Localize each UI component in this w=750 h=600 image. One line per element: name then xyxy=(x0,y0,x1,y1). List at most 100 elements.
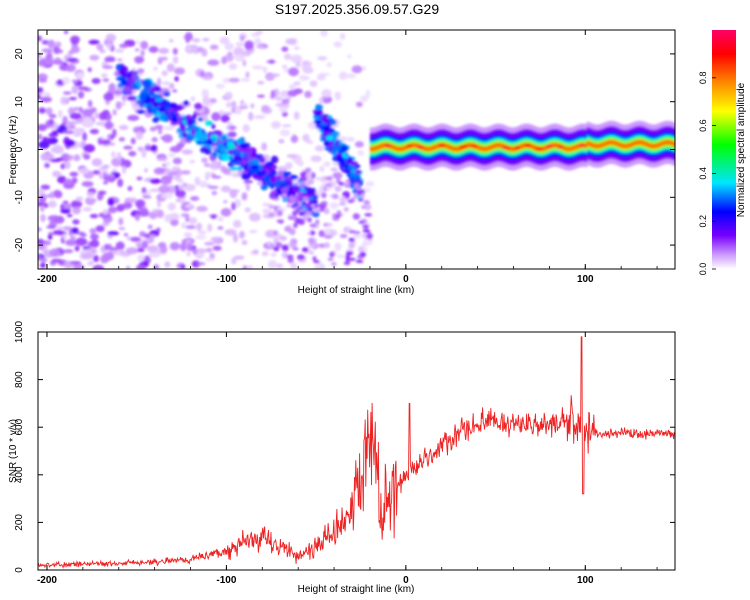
spectrogram-cell xyxy=(146,93,156,97)
spectrogram-cell xyxy=(172,47,178,55)
spectrogram-cell xyxy=(39,206,45,212)
spectrogram-cell xyxy=(284,53,292,60)
spectrogram-cell xyxy=(141,149,147,158)
spectrogram-cell xyxy=(328,127,335,133)
spectrogram-cell xyxy=(641,140,644,146)
spectrogram-cell xyxy=(38,238,45,245)
spectrogram-cell xyxy=(154,116,159,120)
spectrogram-cell xyxy=(483,146,486,152)
spectrogram-cell xyxy=(140,40,149,50)
spectrogram-cell xyxy=(183,232,192,238)
spectrogram-cell xyxy=(158,185,170,194)
spectrogram-cell xyxy=(71,85,79,95)
spectrogram-cell xyxy=(314,145,325,152)
spectrogram-cell xyxy=(38,140,50,149)
spectrogram-cell xyxy=(293,46,300,50)
spectrogram-cell xyxy=(45,57,54,66)
spectrogram-cell xyxy=(73,154,81,162)
colorbar-gradient xyxy=(712,30,736,269)
spectrogram-cell xyxy=(48,114,57,119)
spectrogram-cell xyxy=(404,145,407,151)
spectrogram-cell xyxy=(97,137,103,145)
y-tick-label: 1000 xyxy=(14,320,25,343)
spectrogram-cell xyxy=(127,95,137,101)
spectrogram-cell xyxy=(316,262,326,269)
spectrogram-cell xyxy=(293,111,300,120)
spectrogram-cell xyxy=(628,143,631,148)
spectrogram-cell xyxy=(276,263,284,269)
y-tick-label: 400 xyxy=(14,466,25,483)
spectrogram-cell xyxy=(519,144,522,150)
spectrogram-cell xyxy=(53,229,64,235)
snr-frame xyxy=(37,331,676,571)
spectrogram-cell xyxy=(219,136,224,142)
spectrogram-cell xyxy=(158,47,170,54)
spectrogram-cell xyxy=(345,179,351,186)
spectrogram-cell xyxy=(486,146,489,152)
spectrogram-heatmap xyxy=(38,30,675,269)
spectrogram-cell xyxy=(183,183,196,192)
spectrogram-cell xyxy=(75,237,88,247)
spectrogram-cell xyxy=(615,141,618,146)
spectrogram-cell xyxy=(118,137,126,142)
spectrogram-cell xyxy=(278,139,285,144)
spectrogram-cell xyxy=(350,168,356,174)
spectrogram-cell xyxy=(156,157,168,162)
spectrogram-cell xyxy=(169,213,180,220)
spectrogram-cell xyxy=(130,236,142,242)
spectrogram-cell xyxy=(282,193,287,198)
spectrogram-cell xyxy=(137,146,145,152)
spectrogram-cell xyxy=(329,229,338,237)
spectrogram-cell xyxy=(357,149,365,156)
spectrogram-cell xyxy=(48,118,54,127)
spectrogram-cell xyxy=(569,146,572,152)
spectrogram-cell xyxy=(100,73,108,78)
spectrogram-cell xyxy=(334,185,342,192)
spectrogram-cell xyxy=(331,132,340,136)
spectrogram-cell xyxy=(322,136,327,141)
spectrogram-cell xyxy=(69,261,82,265)
spectrogram-cell xyxy=(513,146,516,152)
spectrogram-cell xyxy=(307,217,312,223)
spectrogram-cell xyxy=(38,107,46,114)
spectrogram-cell xyxy=(490,144,493,150)
spectrogram-cell xyxy=(296,191,303,197)
spectrogram-cell xyxy=(245,71,250,78)
y-tick: -20 xyxy=(14,237,675,252)
spectrogram-cell xyxy=(122,202,133,209)
spectrogram-cell xyxy=(162,134,173,143)
spectrogram-cell xyxy=(83,144,96,153)
spectrogram-cell xyxy=(238,230,245,239)
spectrogram-cell xyxy=(128,150,137,157)
spectrogram-cell xyxy=(405,144,409,150)
spectrogram-cell xyxy=(647,142,650,148)
spectrogram-cell xyxy=(593,143,597,149)
spectrogram-cell xyxy=(572,145,575,151)
spectrogram-cell xyxy=(252,65,264,70)
spectrogram-cell xyxy=(308,237,315,245)
spectrogram-cell xyxy=(332,193,339,200)
spectrogram-cell xyxy=(273,230,279,236)
spectrogram-cell xyxy=(552,142,555,148)
spectrogram-cell xyxy=(201,157,209,163)
spectrogram-cell xyxy=(280,186,289,193)
spectrogram-cell xyxy=(268,205,275,209)
spectrogram-cell xyxy=(312,109,322,114)
spectrogram-cell xyxy=(588,141,591,147)
spectrogram-cell xyxy=(239,142,248,149)
spectrogram-cell xyxy=(213,148,221,152)
spectrogram-cell xyxy=(102,78,110,82)
spectrogram-cell xyxy=(136,109,146,114)
spectrogram-cell xyxy=(118,227,126,231)
spectrogram-cell xyxy=(621,143,624,149)
spectrogram-cell xyxy=(301,247,309,253)
spectrogram-cell xyxy=(40,214,46,223)
spectrogram-cell xyxy=(167,202,177,211)
spectrogram-cell xyxy=(466,143,469,149)
spectrogram-cell xyxy=(358,246,364,253)
spectrogram-cell xyxy=(532,144,535,150)
spectrogram-cell xyxy=(533,145,536,150)
spectrogram-cell xyxy=(634,140,637,146)
spectrogram-cell xyxy=(232,233,239,243)
spectrogram-cell xyxy=(363,199,370,205)
